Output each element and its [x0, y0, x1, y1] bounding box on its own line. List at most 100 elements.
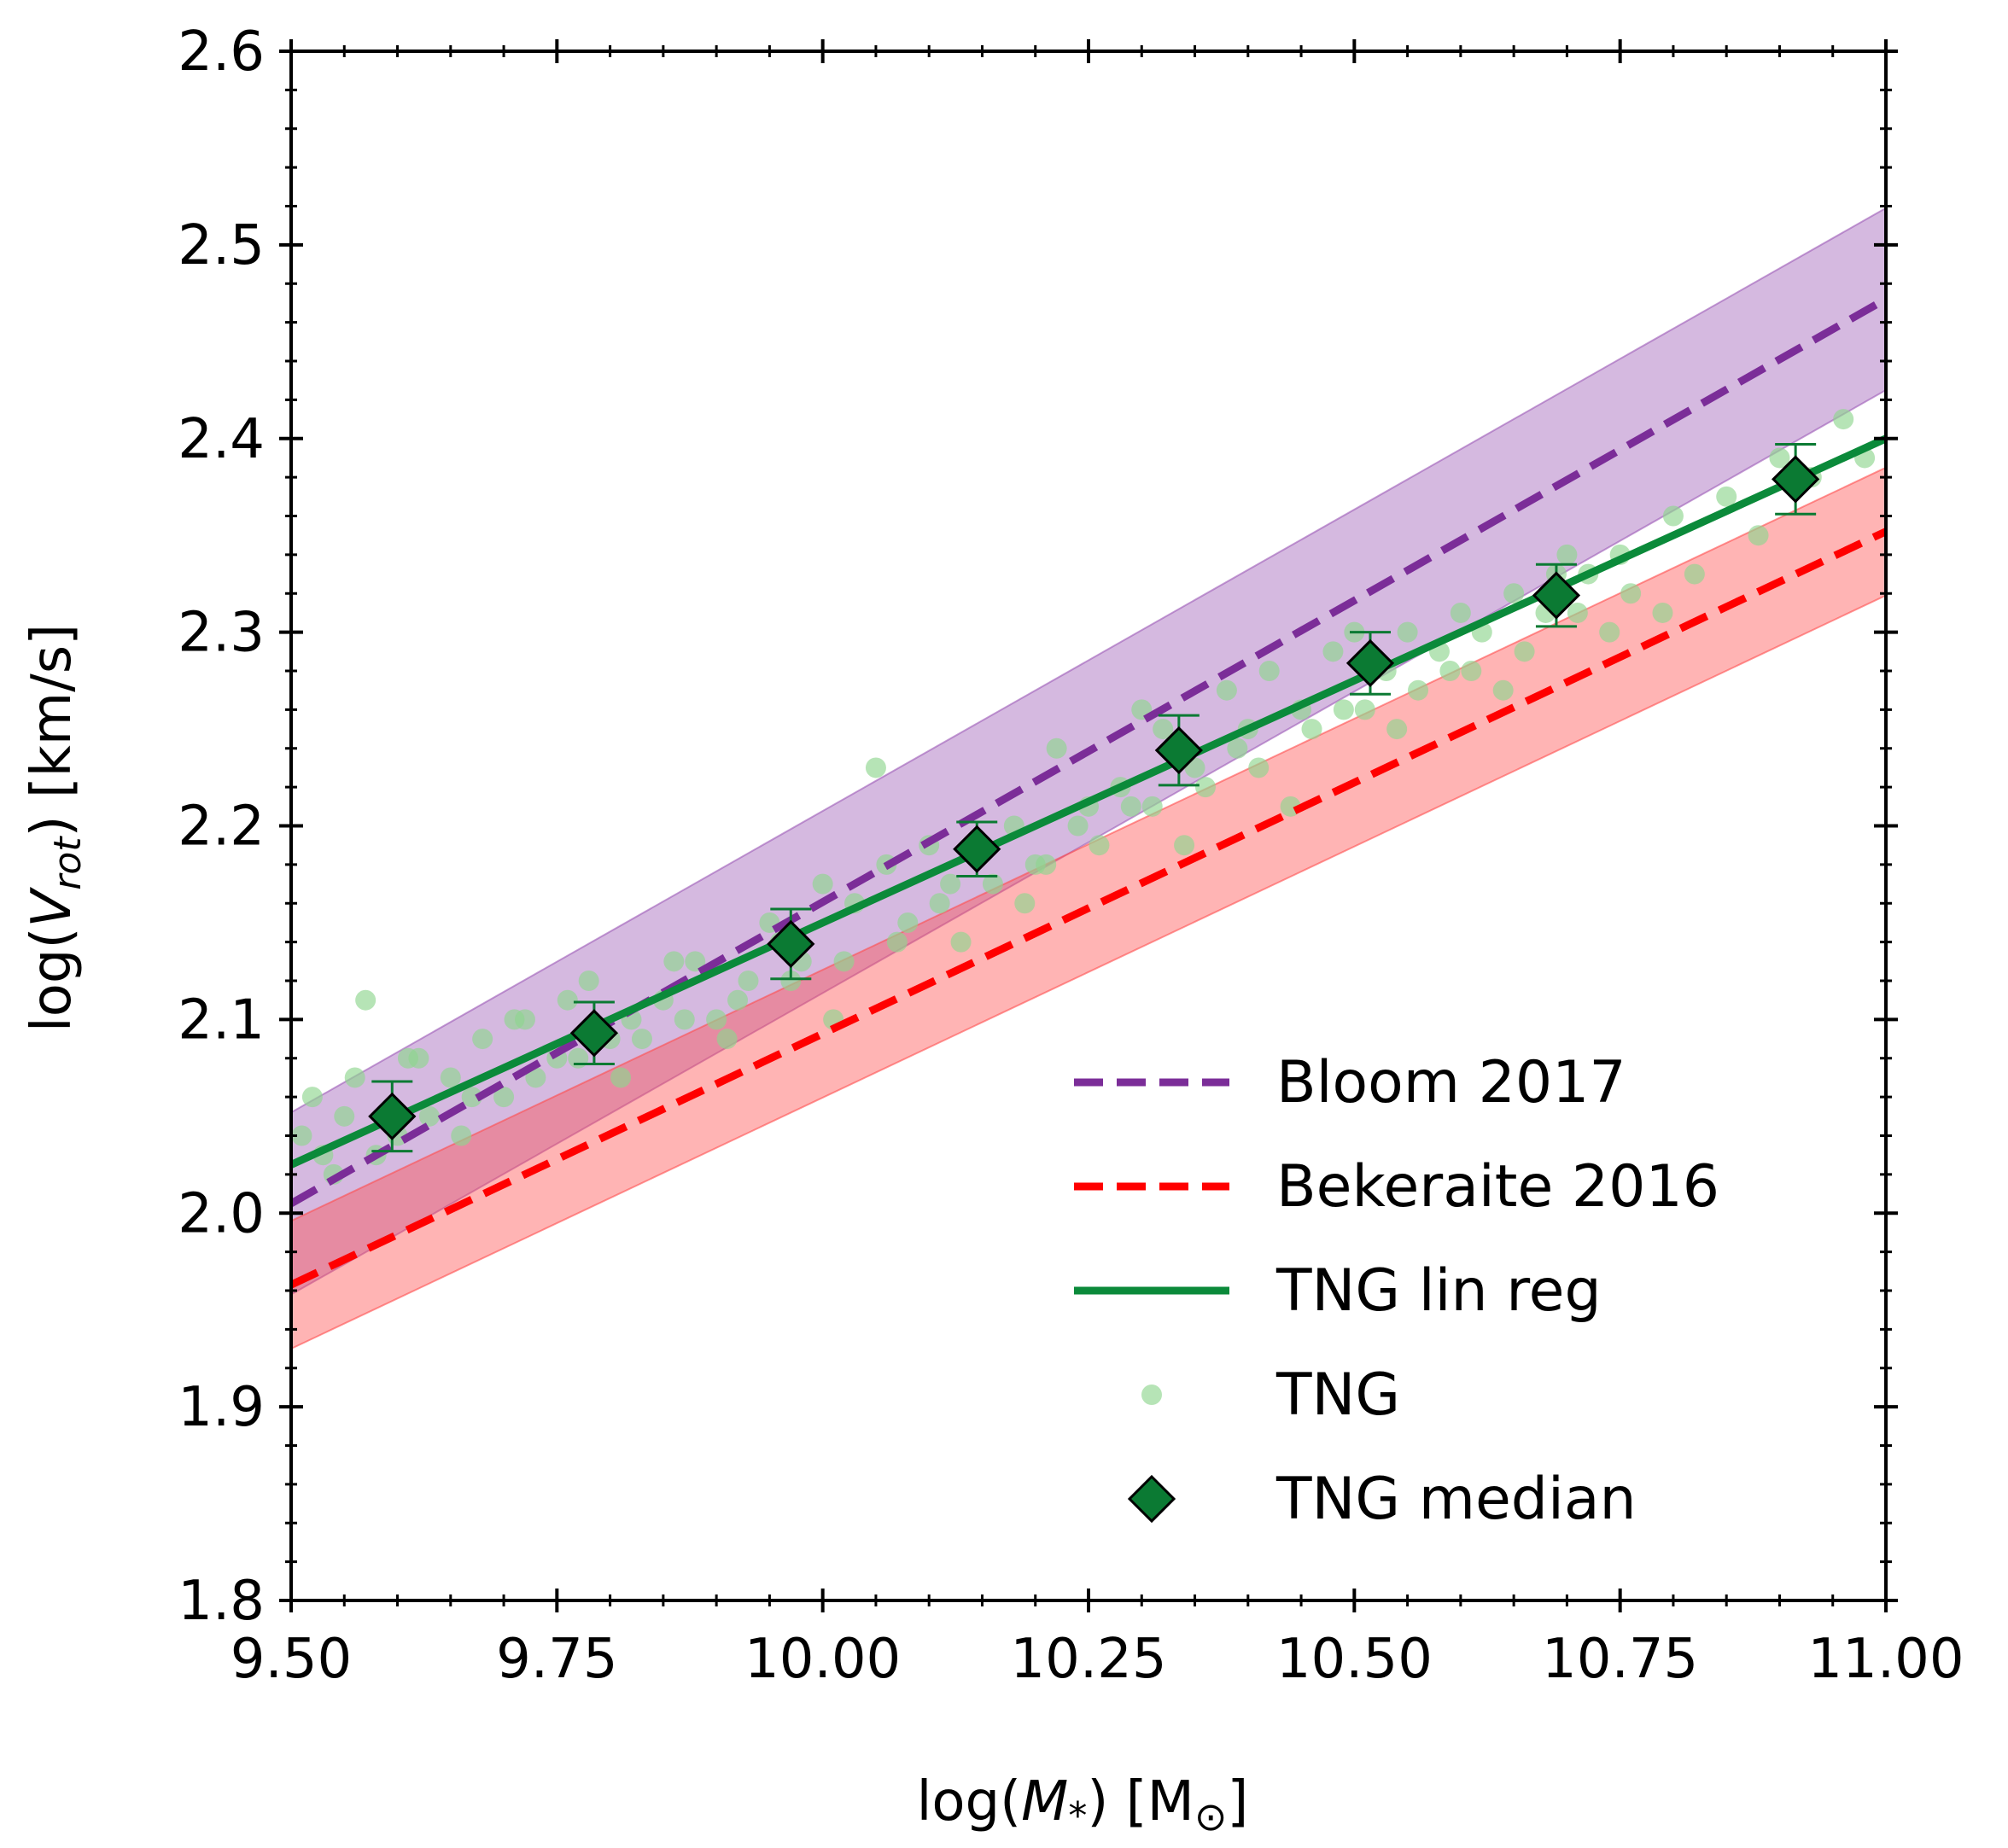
tng-point — [1652, 602, 1673, 623]
legend-swatch-tng — [1141, 1385, 1162, 1405]
median-marker — [1772, 455, 1820, 504]
x-axis-label: log(M*) [M⊙] — [917, 1770, 1249, 1839]
tng-point — [568, 1047, 589, 1069]
tng-point — [1503, 583, 1525, 604]
tng-point — [950, 931, 972, 953]
tng-point — [1301, 719, 1322, 740]
y-tick-label: 2.2 — [178, 796, 265, 859]
tng-point — [1620, 583, 1642, 604]
tng-point — [929, 893, 950, 914]
line-tng-lin-reg — [291, 434, 1886, 1169]
tng-point — [451, 1125, 472, 1146]
y-axis-label: log(Vrot) [km/s] — [20, 624, 90, 1032]
tng-point — [1769, 447, 1790, 469]
y-tick-label: 2.1 — [178, 988, 265, 1052]
tng-point — [1599, 621, 1620, 643]
tng-point — [982, 873, 1003, 895]
tng-point — [663, 951, 685, 972]
x-tick-label: 11.00 — [1807, 1628, 1964, 1691]
median-marker — [368, 1092, 417, 1140]
median-marker — [1532, 571, 1581, 620]
tng-point — [504, 1009, 525, 1030]
tng-point — [1227, 737, 1248, 759]
y-tick-label: 2.5 — [178, 214, 265, 277]
tng-point — [493, 1087, 515, 1108]
tng-point — [1450, 602, 1471, 623]
x-tick-label: 10.75 — [1542, 1628, 1698, 1691]
median-marker — [1345, 638, 1395, 688]
tng-point — [1354, 699, 1375, 720]
median-marker — [569, 1009, 619, 1058]
tng-point — [1567, 602, 1588, 623]
tng-point — [1514, 641, 1535, 662]
y-tick-labels: 1.8 1.9 2.0 2.1 2.2 2.3 2.4 2.5 2.6 — [178, 20, 265, 1633]
tng-point — [1333, 699, 1354, 720]
tng-point — [344, 1067, 365, 1088]
tng-point — [1174, 835, 1195, 856]
tng-point — [1153, 719, 1174, 740]
tng-point — [727, 989, 749, 1011]
tng-point — [1662, 505, 1684, 527]
line-bekeraite-2016 — [291, 528, 1886, 1289]
legend-label: Bekeraite 2016 — [1276, 1153, 1719, 1221]
tng-point — [812, 873, 833, 895]
tng-point — [685, 951, 706, 972]
tng-point — [738, 971, 759, 991]
tng-point — [334, 1105, 355, 1127]
median-marker — [953, 825, 1001, 873]
tng-point — [1386, 719, 1408, 740]
tng-point — [525, 1067, 546, 1088]
tng-point — [418, 1105, 440, 1127]
tng-point — [1492, 679, 1514, 701]
x-tick-label: 10.00 — [744, 1628, 901, 1691]
tng-median-markers — [368, 443, 1820, 1153]
tng-point — [631, 1029, 652, 1050]
tng-point — [472, 1029, 493, 1050]
tng-point — [1014, 893, 1036, 914]
tng-point — [1408, 679, 1429, 701]
y-tick-label: 2.6 — [178, 20, 265, 84]
legend-label: TNG median — [1275, 1466, 1637, 1533]
legend-label: TNG lin reg — [1275, 1257, 1602, 1325]
tng-point — [865, 757, 886, 778]
y-tick-label: 1.9 — [178, 1376, 265, 1439]
tng-point — [1833, 409, 1854, 430]
tng-point — [780, 971, 802, 991]
legend-label: TNG — [1275, 1361, 1400, 1429]
tng-point — [1120, 796, 1141, 817]
tng-point — [833, 951, 855, 972]
tng-point — [1748, 525, 1769, 546]
tng-point — [706, 1009, 727, 1030]
tng-point — [610, 1067, 632, 1088]
tng-point — [897, 912, 919, 933]
tng-point — [1716, 486, 1737, 507]
tng-point — [1194, 777, 1216, 798]
tng-point — [440, 1067, 461, 1088]
tng-point — [1439, 661, 1461, 681]
tng-point — [1248, 757, 1270, 778]
tng-point — [1461, 661, 1482, 681]
median-marker — [767, 919, 815, 969]
tng-point — [1046, 737, 1067, 759]
tng-point — [940, 873, 961, 895]
x-tick-label: 9.50 — [231, 1628, 353, 1691]
tng-point — [461, 1087, 482, 1108]
plot-content — [291, 207, 1886, 1350]
legend-swatch-tng-median — [1127, 1474, 1176, 1524]
x-tick-label: 10.25 — [1010, 1628, 1166, 1691]
median-marker — [1154, 726, 1203, 775]
legend: Bloom 2017 Bekeraite 2016 TNG lin reg TNG TN… — [1074, 1049, 1719, 1533]
tng-point — [578, 971, 599, 991]
tng-point — [1216, 679, 1237, 701]
fit-lines — [291, 295, 1886, 1289]
axis-ticks — [279, 39, 1898, 1612]
tng-point — [1684, 563, 1705, 585]
x-tick-label: 10.50 — [1276, 1628, 1433, 1691]
y-tick-label: 2.3 — [178, 602, 265, 665]
tng-scatter-points — [291, 409, 1876, 1185]
tng-point — [1036, 854, 1057, 875]
tng-point — [291, 1125, 312, 1146]
tng-point — [1089, 835, 1110, 856]
tng-point — [1067, 815, 1089, 837]
tng-point — [716, 1029, 738, 1050]
